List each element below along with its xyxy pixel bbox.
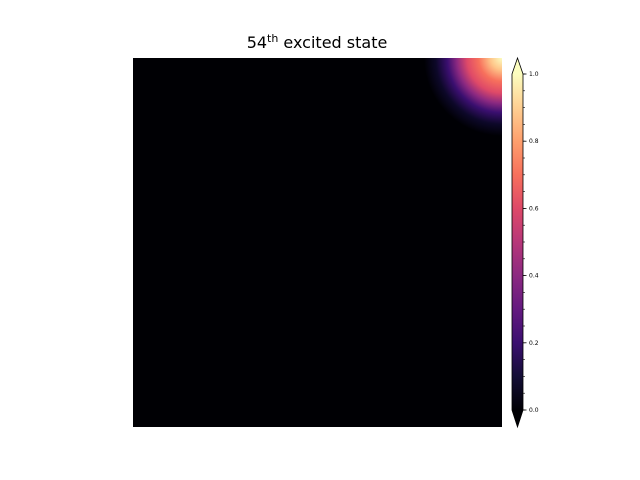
colorbar-tick-label: 0.0: [529, 407, 539, 414]
colorbar: 0.0 0.2 0.4 0.6 0.8 1.0: [511, 56, 539, 429]
colorbar-gradient: [512, 74, 523, 410]
colorbar-tick-label: 1.0: [529, 71, 539, 78]
title-superscript: th: [267, 32, 278, 45]
heatmap-image: [133, 58, 502, 427]
heatmap-peak: [133, 58, 502, 427]
title-suffix: excited state: [278, 33, 387, 52]
colorbar-tick-label: 0.6: [529, 205, 539, 212]
colorbar-extend-max: [512, 58, 523, 74]
title-prefix: 54: [247, 33, 267, 52]
colorbar-extend-min: [512, 410, 523, 427]
colorbar-ticks: 0.0 0.2 0.4 0.6 0.8 1.0: [523, 71, 539, 414]
colorbar-tick-label: 0.4: [529, 273, 539, 280]
colorbar-tick-label: 0.8: [529, 138, 539, 145]
chart-title: 54th excited state: [247, 32, 388, 52]
colorbar-tick-label: 0.2: [529, 340, 539, 347]
